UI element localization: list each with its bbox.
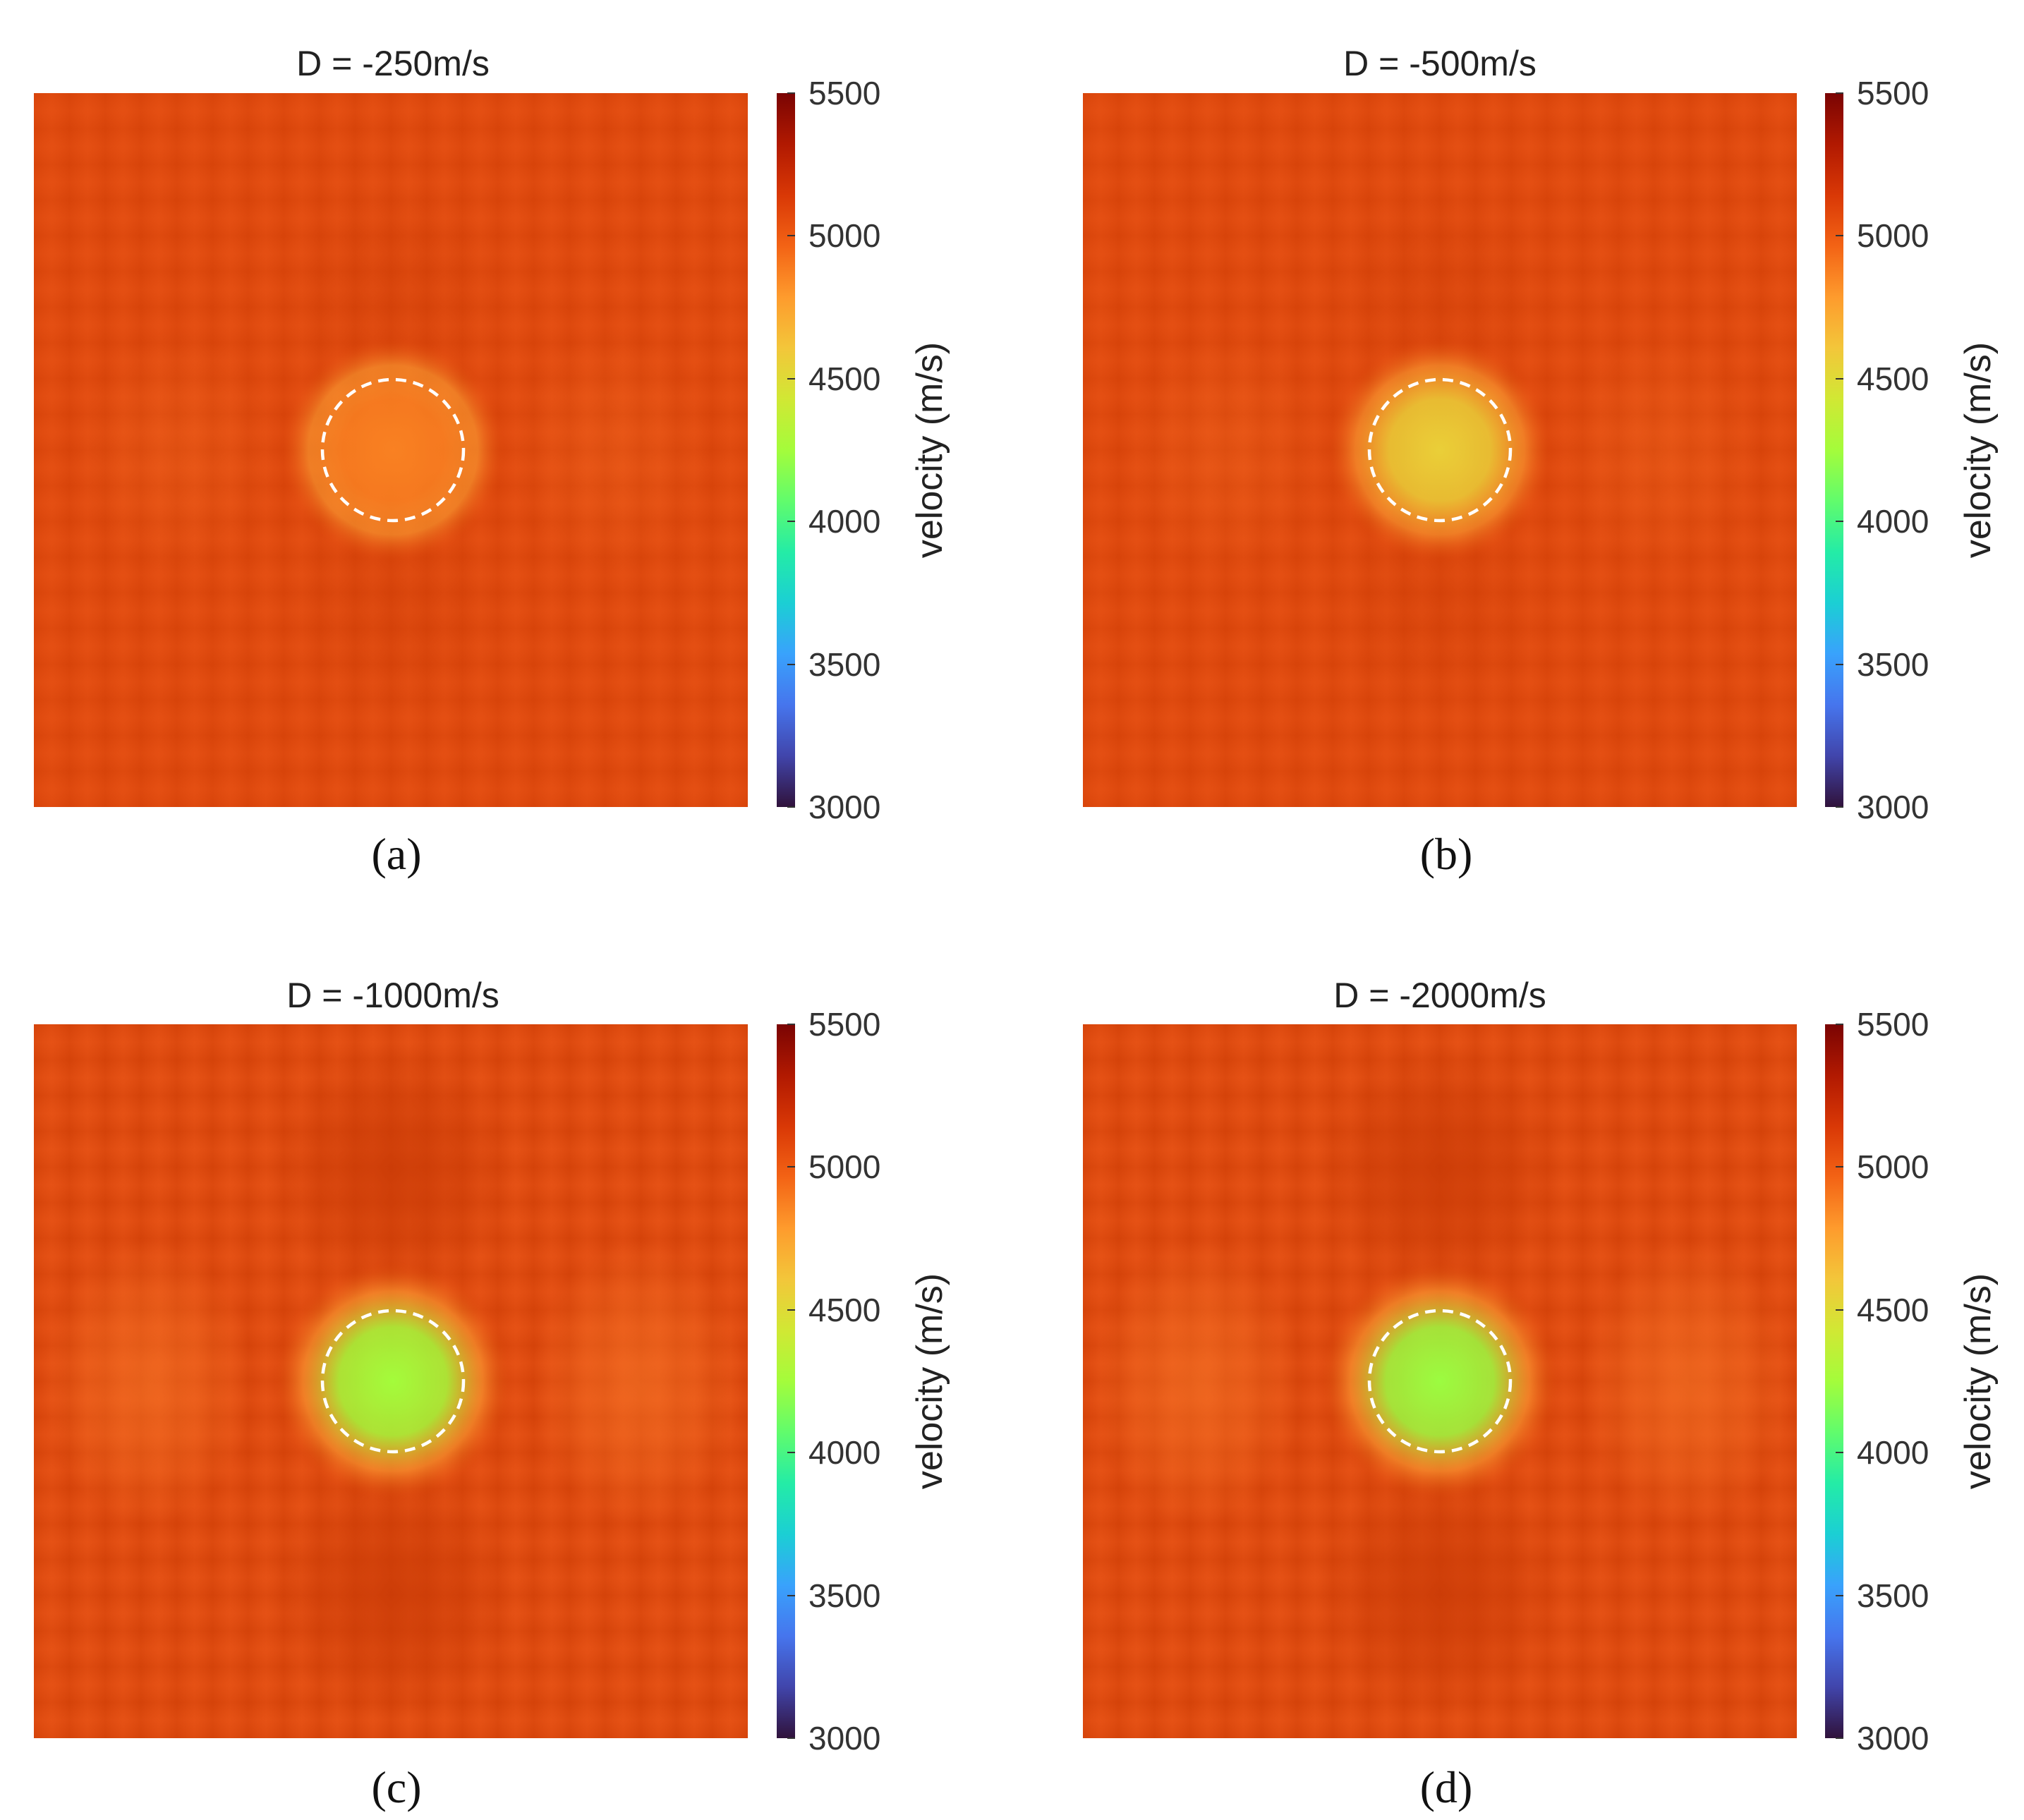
panel-c-colorbar-scale xyxy=(777,1024,795,1738)
panel-d-colorbar-tick-label: 3500 xyxy=(1857,1577,1929,1614)
panel-c-anomaly-outline xyxy=(320,1309,466,1454)
panel-c-title: D = -1000m/s xyxy=(286,976,499,1015)
panel-b-colorbar-tick-label: 3500 xyxy=(1857,646,1929,683)
panel-d-lobe-top xyxy=(1320,1044,1560,1298)
panel-a-colorbar-label: velocity (m/s) xyxy=(909,342,950,558)
panel-c-caption: (c) xyxy=(371,1762,421,1812)
panel-c-heatmap xyxy=(34,1024,748,1738)
panel-a-colorbar: 5500 5000 4500 4000 3500 3000 velocity (… xyxy=(777,75,950,825)
panel-b-caption: (b) xyxy=(1420,829,1473,879)
panel-a-lobe-top xyxy=(280,190,506,402)
panel-a: D = -250m/s 5500 5000 4500 4000 3500 xyxy=(34,44,950,879)
panel-d-anomaly-glow xyxy=(1320,1261,1560,1501)
panel-d-colorbar-label: velocity (m/s) xyxy=(1958,1273,1999,1489)
panel-a-anomaly-outline xyxy=(320,377,466,523)
panel-c-colorbar: 5500 5000 4500 4000 3500 3000 velocity (… xyxy=(777,1006,950,1757)
panel-a-colorbar-tick-label: 5000 xyxy=(808,217,880,254)
panel-b-lobe-bottom xyxy=(1327,501,1553,712)
panel-a-caption: (a) xyxy=(371,829,421,879)
panel-c-lobe-left xyxy=(42,1242,254,1524)
panel-c-lobe-top xyxy=(273,1044,513,1298)
panel-d-heatmap xyxy=(1083,1024,1797,1738)
panel-d-title: D = -2000m/s xyxy=(1333,976,1546,1015)
panel-a-heatmap xyxy=(34,93,748,807)
panel-b-colorbar-label: velocity (m/s) xyxy=(1958,342,1999,558)
panel-b-colorbar: 5500 5000 4500 4000 3500 3000 velocity (… xyxy=(1825,75,1999,825)
panel-d-anomaly-outline xyxy=(1367,1309,1513,1454)
panel-d: D = -2000m/s 5500 5000 4500 4000 3500 xyxy=(1083,976,1999,1812)
panel-b-anomaly-glow xyxy=(1327,337,1553,563)
panel-c: D = -1000m/s 5500 5000 4500 4000 3500 xyxy=(34,976,950,1812)
panel-a-lobe-bottom xyxy=(280,501,506,712)
panel-b-heatmap xyxy=(1083,93,1797,807)
panel-d-colorbar-tick-label: 4000 xyxy=(1857,1434,1929,1471)
panel-c-colorbar-tick-label: 3500 xyxy=(808,1577,880,1614)
panel-c-anomaly-glow xyxy=(273,1261,513,1501)
panel-d-colorbar-tick-label: 3000 xyxy=(1857,1720,1929,1757)
panel-c-colorbar-tick-label: 4500 xyxy=(808,1292,880,1328)
panel-b-colorbar-tick-label: 5000 xyxy=(1857,217,1929,254)
panel-d-colorbar-tick-label: 4500 xyxy=(1857,1292,1929,1328)
panel-b-colorbar-tick-label: 4500 xyxy=(1857,360,1929,397)
panel-c-lobe-bottom xyxy=(273,1464,513,1718)
panel-a-colorbar-tick-label: 3500 xyxy=(808,646,880,683)
panel-a-title: D = -250m/s xyxy=(296,44,490,83)
panel-a-colorbar-tick-label: 3000 xyxy=(808,789,880,825)
panel-b-colorbar-tick-label: 3000 xyxy=(1857,789,1929,825)
panel-a-colorbar-tick-label: 4000 xyxy=(808,503,880,540)
panel-c-colorbar-tick-label: 5500 xyxy=(808,1006,880,1043)
panel-c-colorbar-tick-label: 3000 xyxy=(808,1720,880,1757)
panel-d-colorbar-tick-label: 5500 xyxy=(1857,1006,1929,1043)
panel-d-colorbar-scale xyxy=(1825,1024,1843,1738)
panel-c-colorbar-tick-label: 4000 xyxy=(808,1434,880,1471)
panel-a-colorbar-tick-label: 5500 xyxy=(808,75,880,111)
panel-b-colorbar-tick-label: 4000 xyxy=(1857,503,1929,540)
panel-b-lobe-left xyxy=(1127,332,1324,571)
panel-b-lobe-top xyxy=(1327,190,1553,402)
panel-a-lobe-left xyxy=(78,332,275,571)
panel-d-lobe-bottom xyxy=(1320,1464,1560,1718)
panel-d-lobe-right xyxy=(1581,1242,1793,1524)
panel-b: D = -500m/s 5500 5000 4500 4000 3500 xyxy=(1083,44,1999,879)
panel-c-colorbar-label: velocity (m/s) xyxy=(909,1273,950,1489)
panel-d-caption: (d) xyxy=(1420,1762,1473,1812)
panel-d-colorbar: 5500 5000 4500 4000 3500 3000 velocity (… xyxy=(1825,1006,1999,1757)
panel-a-colorbar-scale xyxy=(777,93,795,807)
panel-b-anomaly-outline xyxy=(1367,377,1513,523)
panel-c-lobe-right xyxy=(532,1242,744,1524)
panel-a-anomaly-glow xyxy=(280,337,506,563)
panel-b-colorbar-tick-label: 5500 xyxy=(1857,75,1929,111)
panel-b-colorbar-scale xyxy=(1825,93,1843,807)
panel-a-colorbar-tick-label: 4500 xyxy=(808,360,880,397)
panel-b-lobe-right xyxy=(1560,332,1757,571)
panel-c-colorbar-tick-label: 5000 xyxy=(808,1148,880,1185)
panel-d-lobe-left xyxy=(1091,1242,1303,1524)
panel-a-lobe-right xyxy=(511,332,708,571)
panel-b-title: D = -500m/s xyxy=(1343,44,1537,83)
panel-d-colorbar-tick-label: 5000 xyxy=(1857,1148,1929,1185)
